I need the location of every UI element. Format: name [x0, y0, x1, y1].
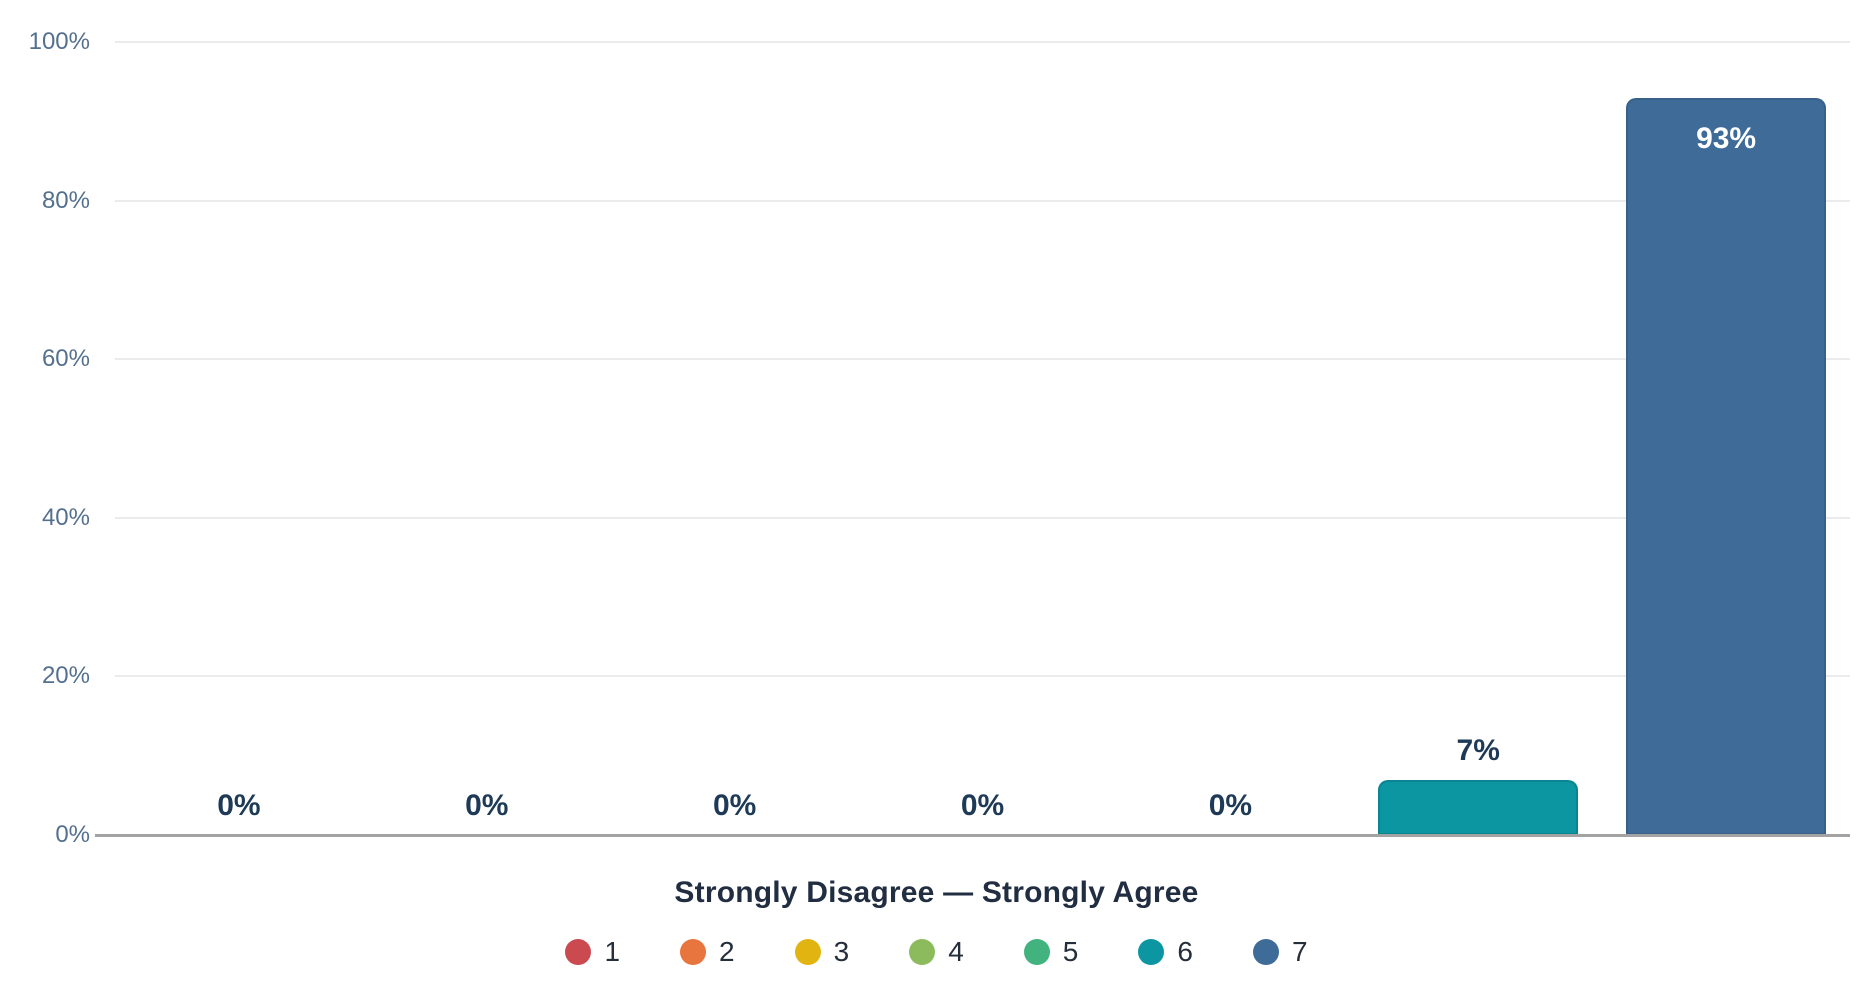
category-column-2: 0% [363, 42, 611, 835]
legend-item-label: 2 [719, 936, 735, 967]
bar-value-label-7: 93% [1696, 121, 1757, 155]
legend-dot-icon [1138, 939, 1165, 965]
category-column-1: 0% [115, 42, 363, 835]
legend-dot-icon [1252, 939, 1279, 965]
bar-value-label-2: 0% [465, 789, 509, 822]
legend-dot-icon [794, 939, 821, 965]
y-axis-tick-label: 100% [28, 28, 90, 55]
category-column-3: 0% [611, 42, 859, 835]
legend-item-label: 6 [1177, 936, 1193, 967]
gridline [115, 199, 1850, 202]
bar-value-label-4: 0% [960, 789, 1005, 822]
legend-item-7[interactable]: 7 [1252, 936, 1308, 968]
legend-item-label: 3 [833, 936, 850, 967]
plot-area: 0% 0% 0% 0% 0% 7% 93% 0% 20% 40% 60% 80% 100% [29, 28, 1850, 848]
legend-dot-icon [909, 939, 936, 965]
gridline [115, 358, 1850, 361]
legend-item-3[interactable]: 3 [794, 936, 850, 968]
legend-dot-icon [1023, 939, 1050, 965]
legend-item-label: 7 [1291, 936, 1308, 967]
legend-item-4[interactable]: 4 [909, 936, 964, 968]
legend-item-5[interactable]: 5 [1023, 936, 1079, 968]
category-column-5: 0% [1106, 42, 1354, 835]
y-axis-tick-label: 60% [41, 345, 90, 373]
legend-item-6[interactable]: 6 [1138, 936, 1193, 968]
bar-value-label-5: 0% [1208, 789, 1253, 822]
columns: 0% 0% 0% 0% 0% 7% 93% [115, 42, 1850, 835]
y-axis-tick-label: 0% [55, 821, 90, 848]
y-axis-tick-label: 20% [41, 662, 90, 690]
legend-item-label: 4 [948, 936, 964, 967]
legend: 1 2 3 4 5 6 7 [0, 936, 1873, 968]
y-axis-tick-label: 80% [41, 186, 90, 214]
x-axis-line [95, 834, 1850, 837]
legend-item-label: 5 [1062, 936, 1079, 967]
legend-item-2[interactable]: 2 [680, 936, 735, 968]
legend-dot-icon [680, 939, 707, 965]
bar-value-label-1: 0% [217, 789, 261, 822]
gridline [115, 41, 1850, 43]
gridline [115, 675, 1850, 678]
legend-item-label: 1 [604, 936, 621, 967]
legend-item-1[interactable]: 1 [565, 936, 620, 968]
x-axis-title: Strongly Disagree — Strongly Agree [674, 876, 1199, 909]
category-column-7: 93% [1602, 42, 1850, 835]
bar-7[interactable] [1626, 97, 1827, 835]
bar-value-label-3: 0% [712, 789, 757, 822]
gridline [115, 516, 1850, 519]
y-axis-tick-label: 40% [41, 503, 90, 531]
category-column-6: 7% [1354, 42, 1602, 835]
legend-dot-icon [565, 939, 592, 965]
bar-6[interactable] [1378, 779, 1579, 835]
category-column-4: 0% [859, 42, 1107, 835]
bar-value-label-6: 7% [1456, 733, 1500, 767]
